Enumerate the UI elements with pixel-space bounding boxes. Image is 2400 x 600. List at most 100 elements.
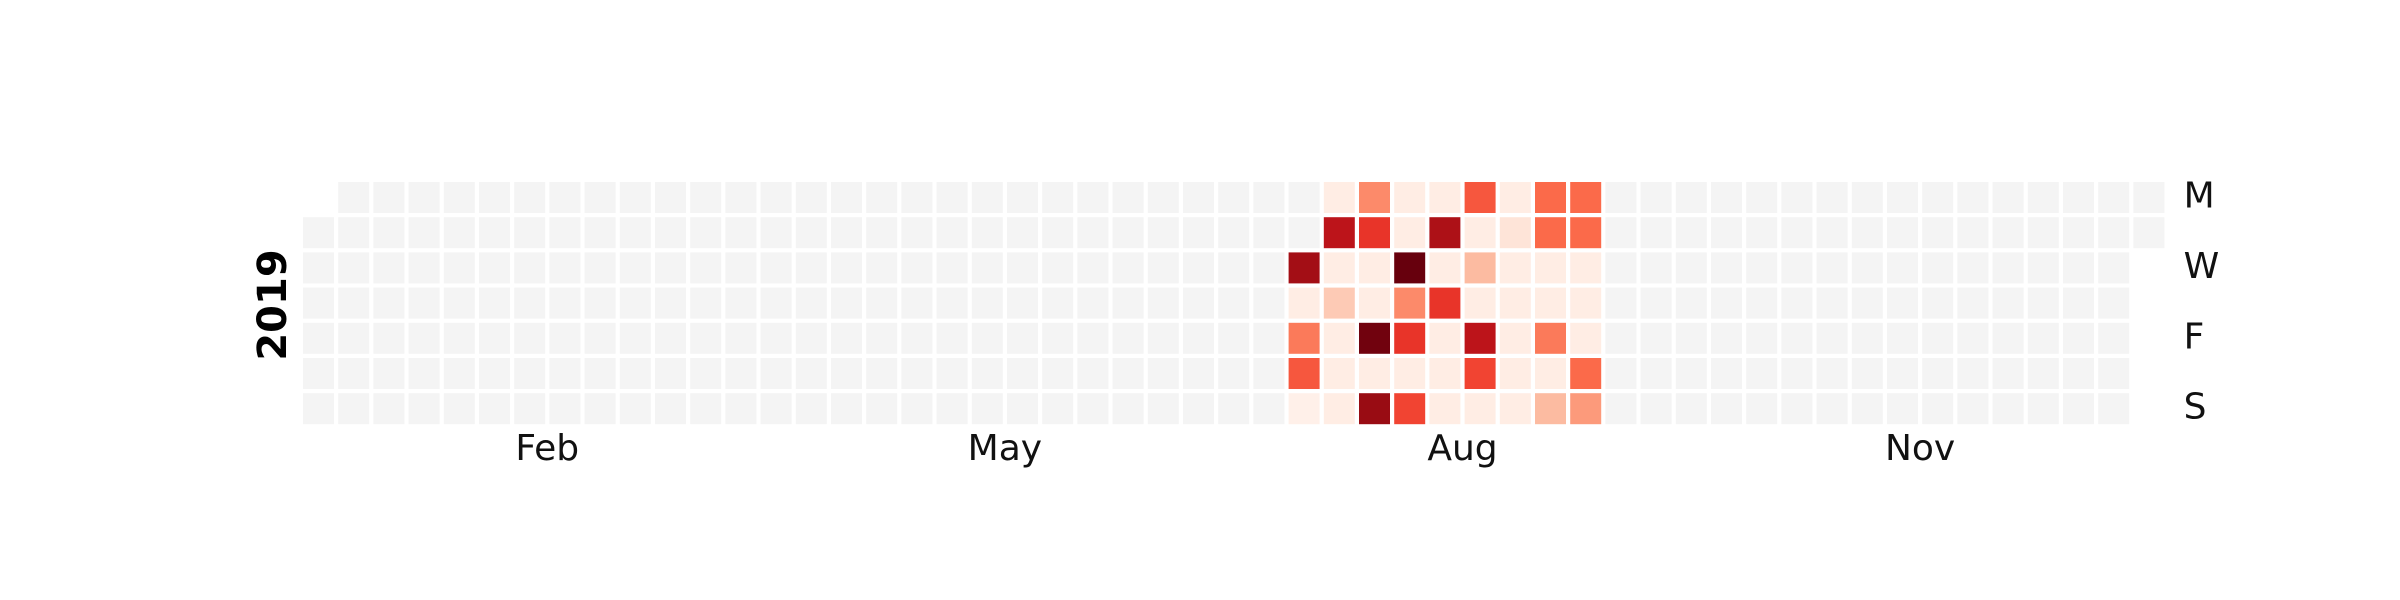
day-cell (2027, 287, 2059, 319)
day-cell (549, 322, 581, 354)
day-cell (1675, 358, 1707, 389)
day-cell (1851, 287, 1883, 319)
day-cell (1042, 393, 1074, 425)
day-cell (1887, 393, 1918, 425)
day-cell (901, 393, 933, 425)
day-cell (971, 287, 1003, 319)
day-cell (1781, 287, 1813, 319)
day-cell (1042, 287, 1074, 319)
day-cell (1394, 358, 1426, 389)
day-cell (1218, 252, 1250, 284)
day-cell (1077, 287, 1109, 319)
day-cell (479, 287, 510, 319)
day-cell (1288, 287, 1320, 319)
day-cell (479, 322, 510, 354)
day-cell (1605, 182, 1637, 213)
day-cell (866, 393, 898, 425)
day-cell (1851, 252, 1883, 284)
day-cell (2027, 322, 2059, 354)
day-cell (303, 287, 334, 319)
day-cell (1288, 217, 1320, 249)
day-cell (1746, 322, 1778, 354)
day-cell (1218, 217, 1250, 249)
day-cell (2098, 322, 2130, 354)
day-cell (1992, 322, 2024, 354)
day-cell (1183, 322, 1214, 354)
day-cell (2063, 287, 2094, 319)
day-cell (795, 252, 827, 284)
day-cell (971, 393, 1003, 425)
day-cell (514, 252, 546, 284)
day-cell (936, 182, 968, 213)
day-cell (1957, 287, 1989, 319)
day-cell (408, 252, 440, 284)
day-cell (1922, 358, 1954, 389)
day-cell (690, 217, 722, 249)
day-cell (1675, 322, 1707, 354)
day-cell (1535, 217, 1566, 249)
day-cell (866, 217, 898, 249)
day-cell (1464, 358, 1496, 389)
day-cell (1359, 217, 1390, 249)
day-cell (619, 287, 651, 319)
day-cell (1147, 358, 1179, 389)
day-cell (408, 322, 440, 354)
day-cell (1957, 182, 1989, 213)
month-label: May (968, 428, 1042, 469)
day-cell (725, 182, 757, 213)
day-cell (1816, 217, 1848, 249)
day-cell (1499, 393, 1531, 425)
day-cell (1253, 358, 1285, 389)
day-cell (1992, 287, 2024, 319)
day-cell (2027, 252, 2059, 284)
day-cell (655, 322, 686, 354)
day-cell (971, 182, 1003, 213)
day-cell (760, 287, 792, 319)
day-cell (1253, 393, 1285, 425)
weekday-label: F (2184, 316, 2205, 357)
day-cell (1922, 217, 1954, 249)
day-cell (1394, 287, 1426, 319)
day-cell (303, 217, 334, 249)
day-cell (690, 182, 722, 213)
day-cell (725, 217, 757, 249)
day-cell (1359, 252, 1390, 284)
day-cell (901, 252, 933, 284)
day-cell (1359, 287, 1390, 319)
day-cell (303, 322, 334, 354)
day-cell (1253, 217, 1285, 249)
day-cell (1429, 252, 1461, 284)
day-cell (1887, 358, 1918, 389)
day-cell (1605, 322, 1637, 354)
day-cell (443, 393, 475, 425)
day-cell (1992, 358, 2024, 389)
day-cell (408, 182, 440, 213)
day-cell (514, 287, 546, 319)
day-cell (1499, 287, 1531, 319)
day-cell (619, 182, 651, 213)
day-cell (479, 358, 510, 389)
day-cell (1183, 393, 1214, 425)
day-cell (760, 182, 792, 213)
day-cell (479, 182, 510, 213)
day-cell (1112, 358, 1144, 389)
day-cell (1077, 393, 1109, 425)
day-cell (619, 252, 651, 284)
day-cell (1077, 322, 1109, 354)
day-cell (1535, 358, 1566, 389)
day-cell (1112, 217, 1144, 249)
day-cell (831, 358, 862, 389)
day-cell (584, 358, 616, 389)
day-cell (1957, 252, 1989, 284)
day-cell (1499, 217, 1531, 249)
day-cell (1922, 287, 1954, 319)
day-cell (1640, 393, 1672, 425)
day-cell (1887, 182, 1918, 213)
day-cell (338, 217, 370, 249)
day-cell (1394, 182, 1426, 213)
day-cell (1816, 182, 1848, 213)
heatmap-cells (303, 182, 2165, 425)
day-cell (514, 322, 546, 354)
day-cell (338, 358, 370, 389)
